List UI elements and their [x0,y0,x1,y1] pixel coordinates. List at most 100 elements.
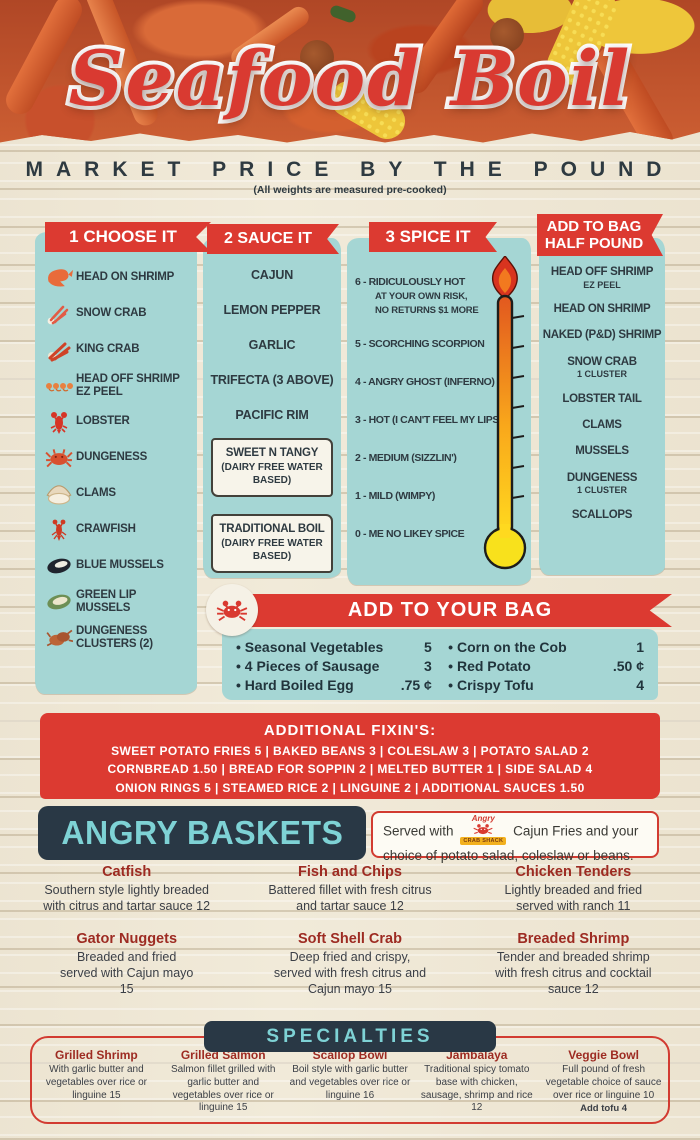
basket-item: Gator Nuggets Breaded and fried served w… [59,930,194,997]
basket-item: Breaded Shrimp Tender and breaded shrimp… [495,930,652,997]
baskets-grid: Catfish Southern style lightly breaded w… [15,864,685,997]
half-pound-header: ADD TO BAG HALF POUND [537,214,663,256]
item-label: KING CRAB [76,343,140,356]
spice-level-sub: AT YOUR OWN RISK, [375,291,468,302]
spice-level: 5 - SCORCHING SCORPION [355,338,485,350]
list-item: CLAMS [42,476,192,512]
clam-icon [42,482,76,506]
sausage-decor [490,18,524,52]
bag-item: Hard Boiled Egg.75 ¢ [236,677,432,693]
list-item: KING CRAB [42,332,192,368]
spice-level-label: 6 - RIDICULOUSLY HOT [355,276,465,288]
fixins-header: ADDITIONAL FIXIN'S: [263,722,437,739]
sauce-item: PACIFIC RIM [235,408,309,422]
list-item: DUNGENESS [42,440,192,476]
market-price-note: (All weights are measured pre-cooked) [253,184,447,196]
half-pound-panel [539,238,665,575]
served-prefix: Served with [383,823,454,839]
shrimp-row-icon [42,374,76,398]
crab-badge-icon [206,584,258,636]
served-suffix: Cajun Fries and your choice of potato sa… [383,823,639,864]
bag-item: Red Potato.50 ¢ [448,658,644,674]
item-label: HEAD ON SHRIMP [76,271,175,284]
item-label: BLUE MUSSELS [76,559,164,572]
item-label: DUNGENESS [76,451,148,464]
list-item: LOBSTER [42,404,192,440]
king-crab-legs-icon [42,338,76,362]
list-item: HEAD OFF SHRIMP EZ PEEL [42,368,192,404]
specialties-grid: Grilled Shrimp With garlic butter and ve… [36,1048,664,1115]
thermometer-icon [479,254,535,572]
basket-item: Catfish Southern style lightly breaded w… [43,864,211,914]
spice-level: 4 - ANGRY GHOST (INFERNO) [355,376,495,388]
hero-photo [0,0,700,143]
spice-level: 0 - ME NO LIKEY SPICE [355,528,465,540]
blue-mussel-icon [42,554,76,578]
spice-level: 6 - RIDICULOUSLY HOT AT YOUR OWN RISK, N… [355,276,515,316]
greens-decor [328,3,358,25]
additional-fixins-box: ADDITIONAL FIXIN'S: SWEET POTATO FRIES 5… [40,713,660,799]
basket-item: Fish and Chips Battered fillet with fres… [268,864,432,914]
spice-levels: 6 - RIDICULOUSLY HOT AT YOUR OWN RISK, N… [355,276,515,566]
crab-cluster-icon [42,626,76,650]
logo-crab-icon [473,824,493,835]
sauce-box-sub: (DAIRY FREE WATER BASED) [221,462,323,486]
list-item: CLAMS [582,419,622,432]
market-price-header: MARKET PRICE BY THE POUND [25,158,675,181]
specialties-header-box: SPECIALTIES [204,1021,496,1052]
shrimp-icon [42,266,76,290]
sauce-item: GARLIC [248,338,296,352]
spice-level: 2 - MEDIUM (SIZZLIN') [355,452,457,464]
specialties-title: SPECIALTIES [266,1025,434,1047]
list-item: CRAWFISH [42,512,192,548]
sauce-box-title: TRADITIONAL BOIL [219,523,325,535]
add-to-your-bag-header: ADD TO YOUR BAG [228,594,672,627]
list-item: NAKED (P&D) SHRIMP [542,329,662,342]
list-item: DUNGENESS CLUSTERS (2) [42,620,192,656]
lobster-icon [42,410,76,434]
angry-crab-shack-logo: Angry CRAB SHACK [460,815,507,846]
half-pound-header-line1: ADD TO BAG [546,217,642,235]
sauce-item: LEMON PEPPER [223,303,321,317]
specialty-item: Jambalaya Traditional spicy tomato base … [420,1048,533,1114]
fixins-line: SWEET POTATO FRIES 5 | BAKED BEANS 3 | C… [111,743,589,758]
list-item: MUSSELS [575,445,629,458]
basket-item: Soft Shell Crab Deep fried and crispy, s… [273,930,427,997]
served-with-note: Served with Angry CRAB SHACK Cajun Fries… [371,811,659,863]
specialty-item: Grilled Salmon Salmon fillet grilled wit… [170,1048,276,1114]
spice-level-sub: NO RETURNS $1 MORE [375,305,479,316]
sauce-box: SWEET N TANGY (DAIRY FREE WATER BASED) [211,438,333,497]
spice-level: 3 - HOT (I CAN'T FEEL MY LIPS) [355,414,503,426]
choose-it-header: 1 CHOOSE IT [45,222,211,252]
spice-it-header: 3 SPICE IT [369,222,497,252]
fixins-line: ONION RINGS 5 | STEAMED RICE 2 | LINGUIN… [115,780,585,795]
item-label: CRAWFISH [76,523,136,536]
list-item: SNOW CRAB 1 CLUSTER [567,355,637,380]
specialty-item: Grilled Shrimp With garlic butter and ve… [45,1048,147,1101]
sauce-item: TRIFECTA (3 ABOVE) [210,373,334,387]
specialty-item: Veggie Bowl Full pound of fresh vegetabl… [545,1048,662,1115]
snow-crab-legs-icon [42,302,76,326]
spice-level: 1 - MILD (WIMPY) [355,490,435,502]
list-item: SNOW CRAB [42,296,192,332]
list-item: HEAD ON SHRIMP [553,303,651,316]
sauce-box: TRADITIONAL BOIL (DAIRY FREE WATER BASED… [211,514,333,573]
crawfish-icon [42,518,76,542]
half-pound-header-line2: HALF POUND [544,235,644,252]
half-pound-list: HEAD OFF SHRIMP EZ PEEL HEAD ON SHRIMP N… [541,266,663,523]
crab-icon [42,446,76,470]
sauce-box-title: SWEET N TANGY [225,447,319,459]
sausage-decor [300,40,334,74]
angry-baskets-title: ANGRY BASKETS [61,814,343,851]
specialty-item: Scallop Bowl Boil style with garlic butt… [289,1048,411,1101]
sauce-special-boxes: SWEET N TANGY (DAIRY FREE WATER BASED) T… [211,438,333,573]
item-label: CLAMS [76,487,116,500]
list-item: DUNGENESS 1 CLUSTER [566,471,638,496]
list-item: SCALLOPS [571,508,633,521]
green-mussel-icon [42,590,76,614]
